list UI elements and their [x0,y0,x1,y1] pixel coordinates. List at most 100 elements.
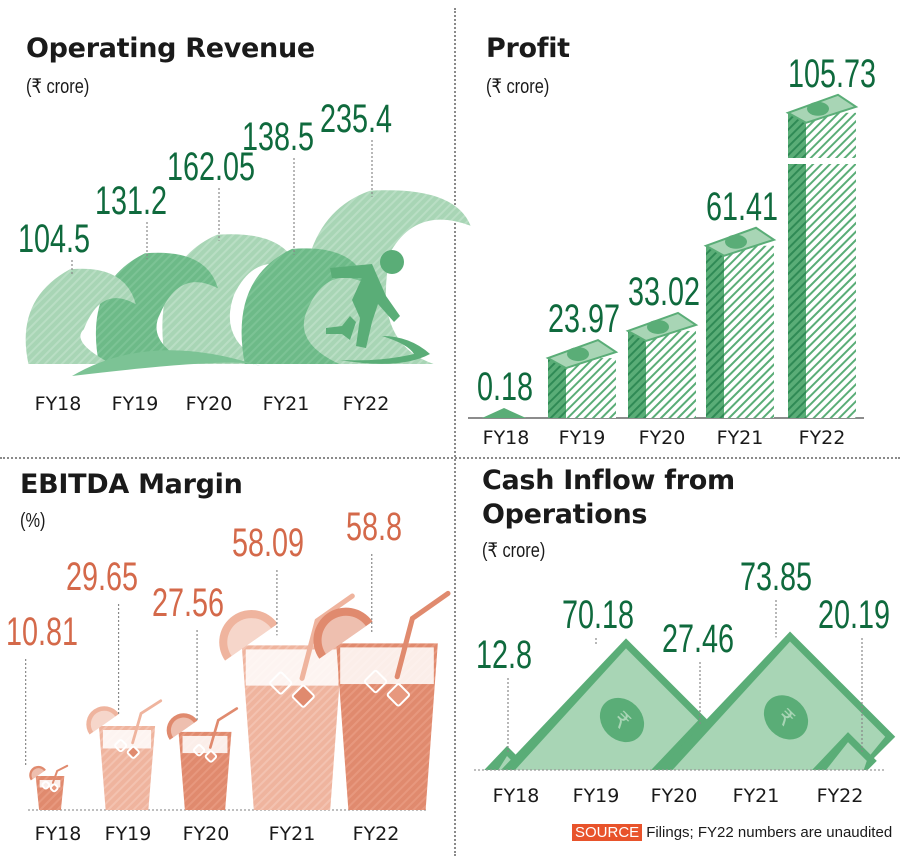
cash-stack-FY19 [545,338,619,418]
category-label-FY18: FY18 [35,823,82,845]
ebitda-margin-title: EBITDA Margin [20,469,243,500]
wave-swoosh [72,350,260,376]
straw [394,590,451,680]
glass-FY21 [219,593,355,810]
glass-FY18 [29,764,69,810]
glass-air [39,780,61,788]
ice-cube [126,745,140,759]
value-label-FY19: 70.18 [562,592,634,637]
value-label-FY18: 0.18 [477,364,533,409]
category-label-FY20: FY20 [186,393,233,415]
orange-slice-inner [170,717,195,738]
value-label-FY19: 29.65 [66,554,138,599]
orange-slice [313,607,373,659]
orange-slice-inner [90,710,116,732]
glass-air [340,647,434,685]
operating-revenue-unit: (₹ crore) [26,76,90,98]
orange-slice-inner [321,615,366,655]
value-label-FY18: 12.8 [476,632,532,677]
glass-FY19 [86,699,163,810]
cash-stack-seal [567,347,589,362]
ice-cube [204,750,218,763]
glass-body [336,643,438,810]
category-label-FY19: FY19 [559,427,606,449]
category-label-FY21: FY21 [263,393,310,415]
banknote-face [826,742,867,770]
value-label-FY22: 58.8 [346,504,402,549]
straw [131,699,163,745]
profit-title: Profit [486,33,570,64]
horizontal-divider [0,457,900,459]
straw [51,764,69,784]
ice-cube [291,684,315,708]
glass-FY20 [166,707,239,810]
cash-stack-FY21 [703,226,777,418]
glass-FY22 [313,590,451,810]
value-label-FY20: 27.46 [662,616,734,661]
ice-cube [41,780,51,790]
cash-stack-FY20 [625,311,699,418]
orange-slice [29,765,46,781]
banknote-FY19: ₹ [500,638,727,770]
wave-FY18 [25,268,136,364]
orange-slice [219,610,278,661]
value-label-FY19: 23.97 [548,297,620,342]
category-label-FY18: FY18 [483,427,530,449]
category-label-FY22: FY22 [343,393,390,415]
surfer-icon [326,250,430,364]
orange-slice-inner [227,618,272,657]
cash-inflow-title-line2: Operations [482,499,648,530]
source-note: SOURCE Filings; FY22 numbers are unaudite… [572,824,892,841]
ice-cube [386,683,411,707]
category-label-FY22: FY22 [353,823,400,845]
category-label-FY19: FY19 [112,393,159,415]
orange-slice [86,706,120,735]
cash-stack-seal [725,234,747,249]
ice-cube [269,671,293,695]
wave-FY19 [95,252,218,364]
value-label-FY22: 20.19 [818,592,890,637]
vertical-divider [454,8,456,856]
glass-body [241,645,343,810]
value-label-FY20: 27.56 [152,580,224,625]
value-label-FY18: 10.81 [6,609,78,654]
category-label-FY20: FY20 [651,785,698,807]
cash-stack-top [482,408,526,418]
ice-cube [192,744,206,757]
cash-inflow-unit: (₹ crore) [482,540,546,562]
ice-cube [114,739,128,753]
cash-stack-seal [807,101,829,116]
ice-cube [49,783,59,793]
source-tag: SOURCE [572,824,643,841]
category-label-FY18: FY18 [35,393,82,415]
banknote-FY21: ₹ [658,631,896,770]
stack-break [786,158,860,164]
category-label-FY18: FY18 [493,785,540,807]
category-label-FY21: FY21 [733,785,780,807]
category-label-FY22: FY22 [817,785,864,807]
straw [208,707,239,749]
value-label-FY19: 131.2 [95,178,167,223]
profit-unit: (₹ crore) [486,76,550,98]
wave-FY22 [302,190,471,364]
source-text: Filings; FY22 numbers are unaudited [646,824,893,841]
value-label-FY21: 61.41 [706,184,778,229]
operating-revenue-title: Operating Revenue [26,33,315,64]
ebitda-margin-unit: (%) [20,510,46,532]
ice-cube [363,669,388,694]
value-label-FY21: 58.09 [232,520,304,565]
category-label-FY20: FY20 [183,823,230,845]
category-label-FY19: FY19 [105,823,152,845]
category-label-FY22: FY22 [799,427,846,449]
value-label-FY18: 104.5 [18,216,90,261]
value-label-FY21: 73.85 [740,554,812,599]
category-label-FY19: FY19 [573,785,620,807]
cash-stack-FY18 [482,408,526,418]
value-label-FY22: 235.4 [320,96,392,141]
orange-slice-inner [31,768,45,780]
category-label-FY21: FY21 [269,823,316,845]
banknote-FY22 [812,732,877,770]
